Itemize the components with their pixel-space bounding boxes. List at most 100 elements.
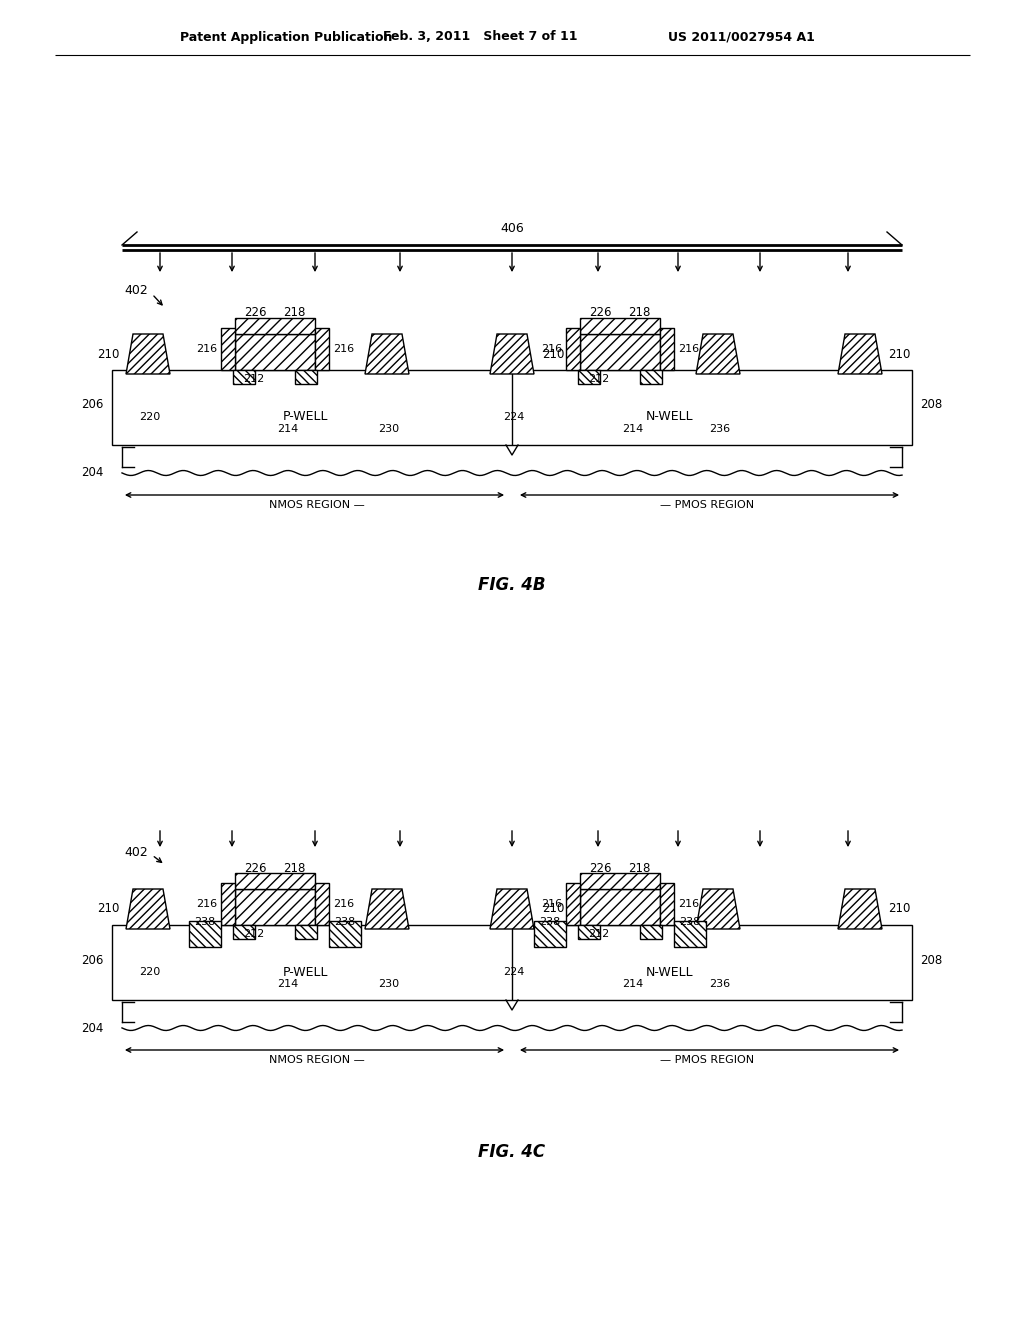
Text: 214: 214 [278, 424, 298, 434]
Text: 210: 210 [542, 347, 564, 360]
Polygon shape [696, 888, 740, 929]
Text: NMOS REGION —: NMOS REGION — [269, 500, 365, 510]
Polygon shape [838, 888, 882, 929]
Bar [660, 327, 674, 370]
Bar [566, 883, 580, 925]
Text: 204: 204 [82, 1022, 104, 1035]
Bar [580, 888, 660, 925]
Bar [315, 327, 329, 370]
Text: N-WELL: N-WELL [646, 411, 694, 424]
Text: 214: 214 [278, 979, 298, 989]
Text: — PMOS REGION: — PMOS REGION [659, 500, 754, 510]
Text: 208: 208 [920, 399, 942, 412]
Polygon shape [365, 888, 409, 929]
Text: P-WELL: P-WELL [283, 965, 328, 978]
Text: 216: 216 [541, 345, 562, 354]
Text: 210: 210 [97, 903, 120, 916]
Text: FIG. 4B: FIG. 4B [478, 576, 546, 594]
Text: 218: 218 [283, 862, 305, 874]
Polygon shape [365, 334, 409, 374]
Bar [189, 921, 221, 946]
Bar [233, 370, 255, 384]
Text: 218: 218 [628, 306, 650, 319]
Bar [112, 925, 912, 1001]
Text: 216: 216 [541, 899, 562, 909]
Text: 206: 206 [82, 399, 104, 412]
Text: 236: 236 [710, 979, 730, 989]
Text: NMOS REGION —: NMOS REGION — [269, 1055, 365, 1065]
Bar [534, 921, 566, 946]
Polygon shape [838, 334, 882, 374]
Polygon shape [126, 334, 170, 374]
Bar [234, 318, 315, 334]
Text: 216: 216 [196, 345, 217, 354]
Text: 238: 238 [679, 917, 700, 927]
Text: 212: 212 [243, 374, 264, 384]
Text: 220: 220 [139, 412, 161, 422]
Text: 210: 210 [888, 903, 910, 916]
Text: Feb. 3, 2011   Sheet 7 of 11: Feb. 3, 2011 Sheet 7 of 11 [383, 30, 578, 44]
Bar [640, 925, 662, 939]
Bar [234, 334, 315, 370]
Text: 212: 212 [588, 374, 609, 384]
Bar [315, 883, 329, 925]
Bar [580, 334, 660, 370]
Bar [329, 921, 361, 946]
Text: 208: 208 [920, 953, 942, 966]
Text: 402: 402 [124, 284, 148, 297]
Bar [580, 318, 660, 334]
Text: — PMOS REGION: — PMOS REGION [659, 1055, 754, 1065]
Bar [221, 883, 234, 925]
Bar [580, 873, 660, 888]
Text: 238: 238 [540, 917, 560, 927]
Text: 206: 206 [82, 953, 104, 966]
Text: FIG. 4C: FIG. 4C [478, 1143, 546, 1162]
Bar [295, 370, 317, 384]
Polygon shape [490, 334, 534, 374]
Text: 212: 212 [588, 929, 609, 939]
Polygon shape [126, 888, 170, 929]
Text: 226: 226 [590, 306, 612, 319]
Text: Patent Application Publication: Patent Application Publication [180, 30, 392, 44]
Text: P-WELL: P-WELL [283, 411, 328, 424]
Text: 224: 224 [504, 412, 524, 422]
Text: 236: 236 [710, 424, 730, 434]
Text: 218: 218 [628, 862, 650, 874]
Bar [234, 873, 315, 888]
Text: 216: 216 [333, 345, 354, 354]
Text: 216: 216 [678, 345, 699, 354]
Text: 210: 210 [542, 903, 564, 916]
Bar [233, 925, 255, 939]
Bar [566, 327, 580, 370]
Text: 226: 226 [590, 862, 612, 874]
Text: 406: 406 [500, 222, 524, 235]
Text: 226: 226 [245, 306, 267, 319]
Polygon shape [490, 888, 534, 929]
Bar [660, 883, 674, 925]
Text: 214: 214 [622, 979, 643, 989]
Text: 238: 238 [335, 917, 355, 927]
Text: 212: 212 [243, 929, 264, 939]
Text: 216: 216 [196, 899, 217, 909]
Text: N-WELL: N-WELL [646, 965, 694, 978]
Text: 210: 210 [888, 347, 910, 360]
Text: 218: 218 [283, 306, 305, 319]
Bar [221, 327, 234, 370]
Text: US 2011/0027954 A1: US 2011/0027954 A1 [668, 30, 815, 44]
Polygon shape [696, 334, 740, 374]
Text: 230: 230 [379, 424, 399, 434]
Text: 220: 220 [139, 968, 161, 977]
Text: 226: 226 [245, 862, 267, 874]
Text: 214: 214 [622, 424, 643, 434]
Text: 210: 210 [97, 347, 120, 360]
Text: 230: 230 [379, 979, 399, 989]
Text: 216: 216 [333, 899, 354, 909]
Bar [295, 925, 317, 939]
Bar [578, 370, 600, 384]
Bar [674, 921, 706, 946]
Text: 238: 238 [195, 917, 216, 927]
Bar [578, 925, 600, 939]
Bar [640, 370, 662, 384]
Text: 216: 216 [678, 899, 699, 909]
Bar [112, 370, 912, 445]
